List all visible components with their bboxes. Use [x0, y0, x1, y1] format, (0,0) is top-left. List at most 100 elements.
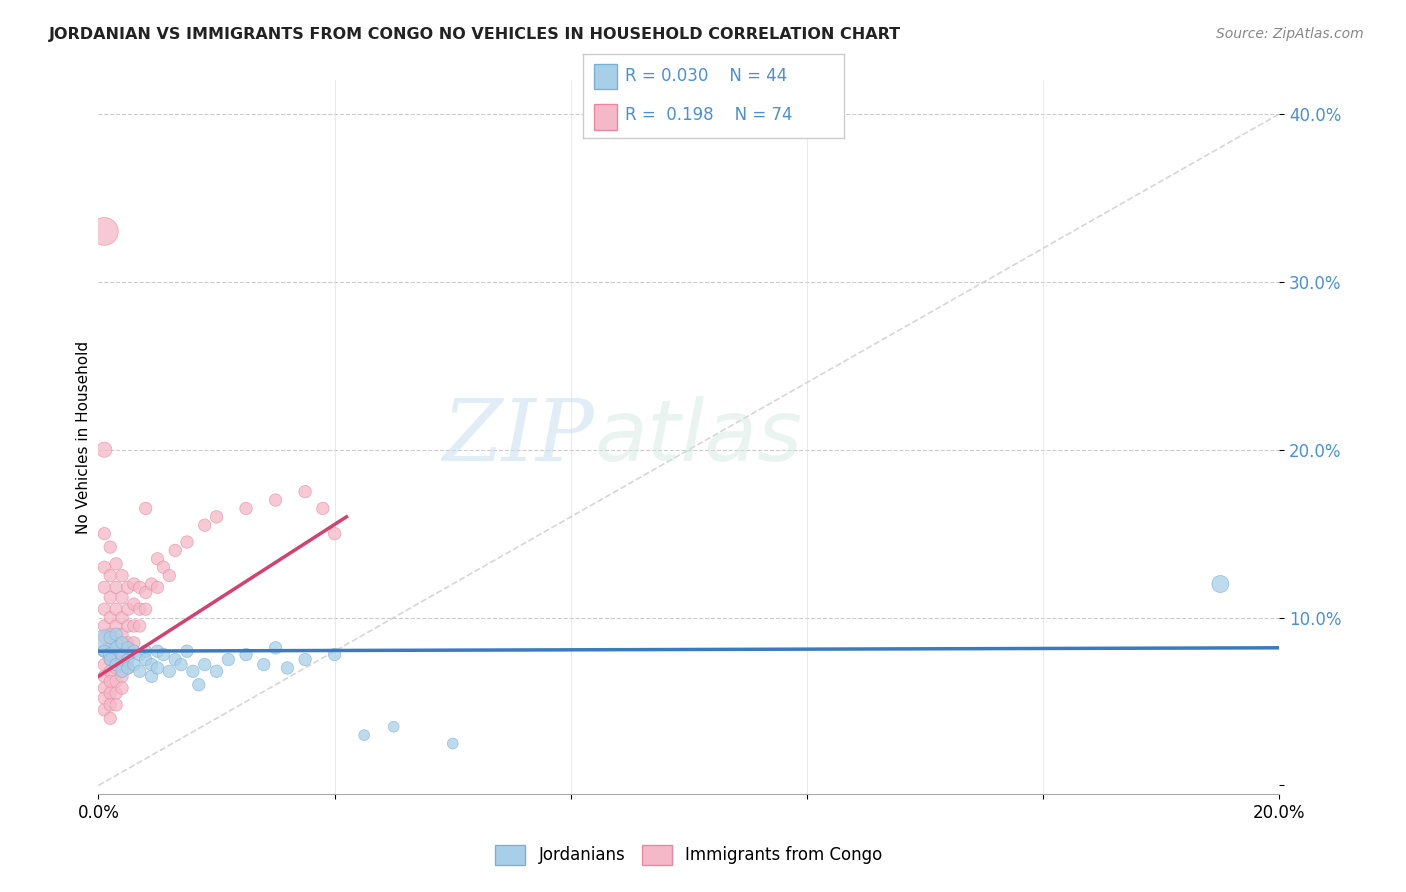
- Point: [146, 580, 169, 594]
- Point: [117, 661, 139, 675]
- Point: [98, 640, 121, 655]
- Point: [235, 501, 257, 516]
- Bar: [593, 104, 617, 130]
- Point: [205, 665, 228, 679]
- Point: [98, 674, 121, 689]
- Point: [105, 674, 128, 689]
- Point: [98, 610, 121, 624]
- Point: [122, 597, 145, 611]
- Point: [98, 711, 121, 725]
- Point: [264, 640, 287, 655]
- Point: [111, 657, 134, 672]
- Point: [276, 661, 298, 675]
- Point: [98, 591, 121, 605]
- Point: [157, 665, 180, 679]
- Point: [98, 648, 121, 662]
- Point: [117, 619, 139, 633]
- Point: [122, 636, 145, 650]
- Point: [117, 602, 139, 616]
- Point: [122, 657, 145, 672]
- Point: [176, 644, 198, 658]
- Point: [135, 602, 157, 616]
- Point: [152, 560, 174, 574]
- Point: [141, 657, 163, 672]
- Point: [194, 518, 217, 533]
- Point: [141, 577, 163, 591]
- Point: [98, 631, 121, 645]
- Point: [105, 580, 128, 594]
- Point: [294, 652, 316, 666]
- Point: [312, 501, 335, 516]
- Point: [128, 602, 150, 616]
- Point: [111, 636, 134, 650]
- Point: [98, 665, 121, 679]
- Point: [111, 610, 134, 624]
- Point: [141, 669, 163, 683]
- Point: [146, 551, 169, 566]
- Point: [157, 568, 180, 582]
- Point: [105, 657, 128, 672]
- Point: [105, 661, 128, 675]
- Point: [117, 652, 139, 666]
- Legend: Jordanians, Immigrants from Congo: Jordanians, Immigrants from Congo: [489, 838, 889, 871]
- Point: [111, 681, 134, 695]
- Point: [165, 652, 187, 666]
- Point: [128, 580, 150, 594]
- Point: [323, 648, 346, 662]
- Point: [98, 540, 121, 554]
- Point: [146, 661, 169, 675]
- Point: [105, 602, 128, 616]
- Point: [105, 627, 128, 641]
- Text: ZIP: ZIP: [443, 396, 595, 478]
- Point: [93, 580, 115, 594]
- Point: [128, 665, 150, 679]
- Point: [93, 703, 115, 717]
- Point: [146, 644, 169, 658]
- Point: [135, 585, 157, 599]
- Point: [264, 493, 287, 508]
- Point: [122, 619, 145, 633]
- Text: R = 0.030    N = 44: R = 0.030 N = 44: [626, 68, 787, 86]
- Point: [111, 644, 134, 658]
- Point: [122, 577, 145, 591]
- Point: [1209, 577, 1232, 591]
- Point: [93, 644, 115, 658]
- Point: [128, 648, 150, 662]
- Point: [93, 657, 115, 672]
- Point: [111, 669, 134, 683]
- Point: [105, 686, 128, 700]
- Point: [105, 640, 128, 655]
- Point: [93, 636, 115, 650]
- Point: [441, 737, 464, 751]
- Point: [176, 535, 198, 549]
- Point: [205, 509, 228, 524]
- Point: [135, 501, 157, 516]
- Point: [194, 657, 217, 672]
- Point: [111, 627, 134, 641]
- Point: [93, 560, 115, 574]
- Point: [117, 661, 139, 675]
- Point: [105, 648, 128, 662]
- Point: [382, 720, 405, 734]
- Point: [135, 652, 157, 666]
- Point: [93, 442, 115, 457]
- Point: [117, 648, 139, 662]
- Point: [93, 526, 115, 541]
- Point: [117, 636, 139, 650]
- Point: [111, 591, 134, 605]
- Point: [93, 602, 115, 616]
- Point: [353, 728, 375, 742]
- Point: [122, 644, 145, 658]
- Point: [117, 640, 139, 655]
- Point: [117, 580, 139, 594]
- Point: [152, 648, 174, 662]
- Point: [98, 652, 121, 666]
- Y-axis label: No Vehicles in Household: No Vehicles in Household: [76, 341, 91, 533]
- Point: [93, 631, 115, 645]
- Point: [98, 698, 121, 712]
- Point: [98, 652, 121, 666]
- Point: [93, 224, 115, 238]
- Point: [93, 691, 115, 706]
- Point: [98, 568, 121, 582]
- Point: [105, 698, 128, 712]
